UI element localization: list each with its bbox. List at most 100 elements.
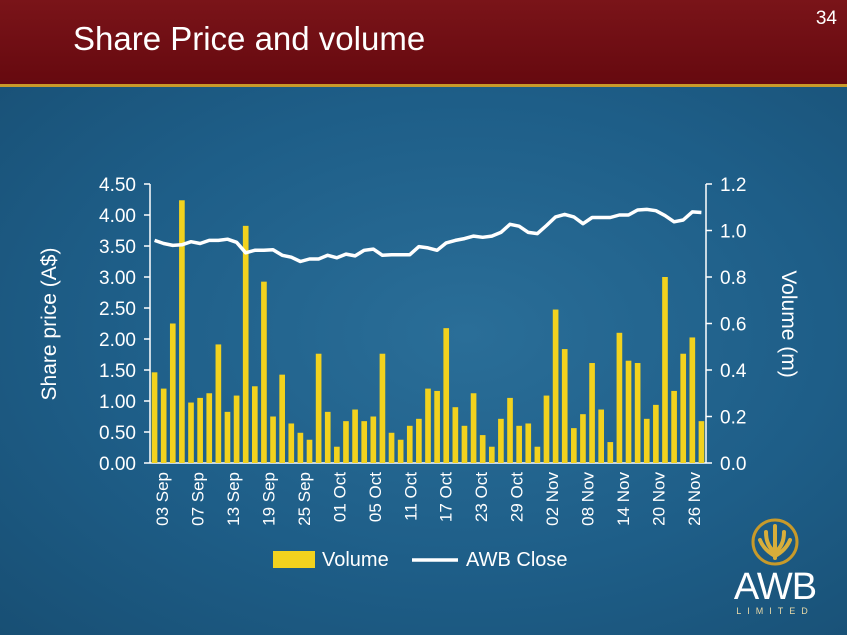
right-tick-label: 0.6 <box>720 315 746 336</box>
left-tick-label: 4.00 <box>99 206 136 227</box>
volume-bar <box>406 425 413 463</box>
volume-bar <box>653 404 659 463</box>
volume-bar <box>297 432 304 463</box>
volume-bar <box>498 418 504 463</box>
volume-bar <box>643 418 650 463</box>
volume-bar <box>242 225 249 463</box>
left-tick-label: 1.50 <box>99 361 136 382</box>
page-number: 34 <box>815 8 837 29</box>
volume-bar <box>397 439 404 463</box>
volume-bar <box>169 323 176 463</box>
volume-bar <box>598 409 605 463</box>
volume-bar <box>607 442 614 463</box>
volume-bar <box>151 372 158 463</box>
y2-axis-title: Volume (m) <box>777 270 800 377</box>
slide-title: Share Price and volume <box>73 20 426 57</box>
x-tick-label: 19 Sep <box>259 472 278 526</box>
volume-bar <box>188 402 194 463</box>
volume-bar <box>580 414 586 463</box>
volume-bar <box>461 425 468 463</box>
logo-name: AWB <box>733 566 817 608</box>
volume-bar <box>507 397 513 463</box>
volume-bar <box>206 393 213 463</box>
logo-subtitle: LIMITED <box>736 606 814 616</box>
legend-volume-swatch <box>273 551 315 568</box>
x-tick-label: 13 Sep <box>224 472 243 526</box>
volume-bar <box>160 388 167 463</box>
volume-bar <box>525 423 532 463</box>
right-tick-label: 1.2 <box>720 175 746 196</box>
volume-bar <box>251 386 258 463</box>
x-tick-label: 17 Oct <box>437 472 456 522</box>
volume-bar <box>370 416 377 463</box>
left-tick-label: 1.00 <box>99 392 136 413</box>
volume-bar <box>516 425 522 463</box>
x-tick-label: 03 Sep <box>153 472 172 526</box>
x-tick-label: 02 Nov <box>543 472 562 526</box>
volume-bar <box>479 435 486 463</box>
y-axis-title: Share price (A$) <box>38 248 61 401</box>
volume-bar <box>561 349 568 463</box>
right-tick-label: 0.8 <box>720 268 746 289</box>
volume-bar <box>352 409 358 463</box>
volume-bar <box>261 281 267 463</box>
volume-bar <box>324 411 331 463</box>
x-tick-label: 26 Nov <box>685 472 704 526</box>
left-tick-label: 3.00 <box>99 268 136 289</box>
volume-bar <box>279 374 285 463</box>
left-tick-label: 4.50 <box>99 175 136 196</box>
left-tick-label: 3.50 <box>99 237 136 258</box>
volume-bar <box>224 411 231 463</box>
volume-bar <box>534 446 541 463</box>
volume-bar <box>197 397 203 463</box>
volume-bar <box>434 390 440 463</box>
volume-bar <box>215 344 222 463</box>
volume-bar <box>616 332 623 463</box>
volume-bar <box>425 388 431 463</box>
volume-bar <box>179 200 185 463</box>
volume-bar <box>233 395 240 463</box>
awb-close-line <box>154 207 702 264</box>
volume-bar <box>361 421 368 463</box>
volume-bar <box>625 360 632 463</box>
x-tick-label: 25 Sep <box>295 472 314 526</box>
volume-bar <box>315 353 322 463</box>
x-tick-label: 05 Oct <box>366 472 385 522</box>
awb-wheat-icon <box>751 518 799 566</box>
left-tick-label: 2.00 <box>99 330 136 351</box>
title-bar: Share Price and volume 34 <box>0 0 847 87</box>
x-tick-label: 14 Nov <box>614 472 633 526</box>
volume-bar <box>270 416 276 463</box>
volume-bar <box>334 446 340 463</box>
volume-bar <box>452 407 459 463</box>
x-tick-label: 08 Nov <box>579 472 598 526</box>
volume-bar <box>379 353 386 463</box>
volume-bar <box>470 393 477 463</box>
left-tick-label: 0.00 <box>99 454 136 475</box>
volume-bar <box>552 309 559 463</box>
volume-bar <box>306 439 313 463</box>
volume-bar <box>388 432 395 463</box>
volume-bar <box>571 428 577 463</box>
volume-bar <box>288 423 295 463</box>
right-tick-label: 0.4 <box>720 361 747 382</box>
volume-bar <box>589 363 595 463</box>
x-tick-label: 20 Nov <box>650 472 669 526</box>
right-tick-label: 1.0 <box>720 222 746 243</box>
volume-bar <box>671 390 677 463</box>
left-tick-label: 2.50 <box>99 299 136 320</box>
right-tick-label: 0.0 <box>720 454 746 475</box>
volume-bar <box>634 363 641 463</box>
x-tick-label: 11 Oct <box>401 472 420 521</box>
left-tick-label: 0.50 <box>99 423 136 444</box>
x-tick-label: 29 Oct <box>508 472 527 522</box>
volume-bar <box>680 353 687 463</box>
volume-bar <box>488 446 495 463</box>
legend-close-label: AWB Close <box>466 549 568 571</box>
x-tick-label: 23 Oct <box>472 472 491 522</box>
volume-bar <box>689 337 696 463</box>
volume-bar <box>662 277 668 463</box>
volume-bar <box>443 328 450 463</box>
x-tick-label: 01 Oct <box>330 472 349 522</box>
